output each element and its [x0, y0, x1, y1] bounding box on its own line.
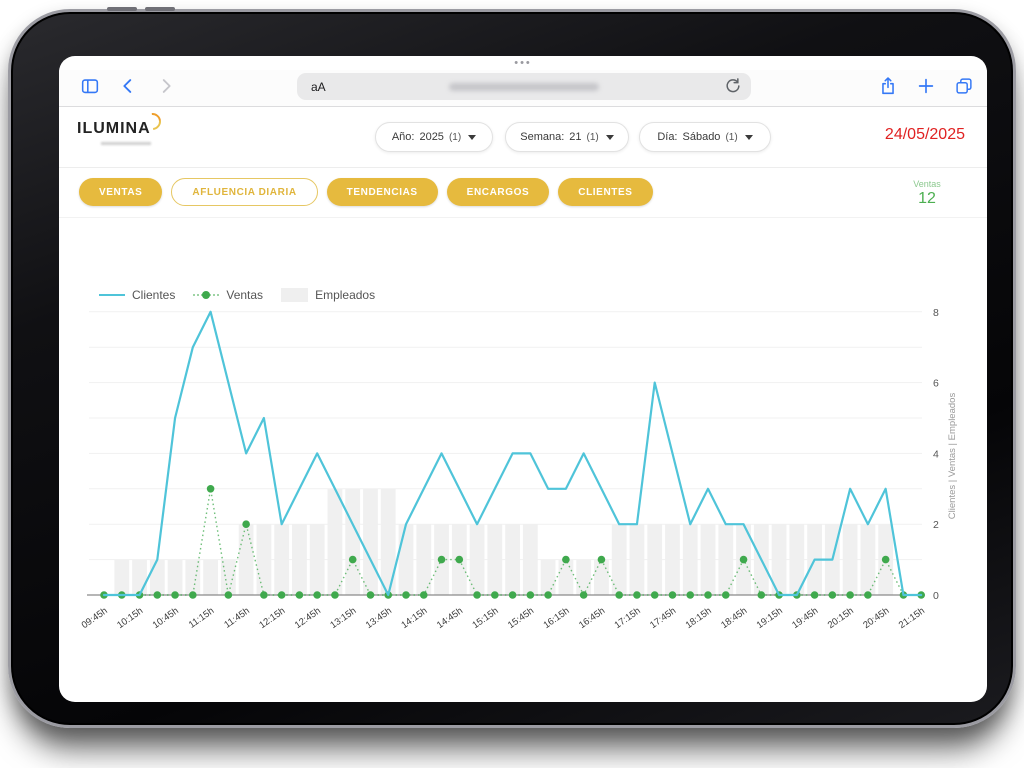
- header-divider: [59, 167, 987, 168]
- legend-empleados[interactable]: Empleados: [281, 288, 375, 302]
- year-label: Año:: [391, 131, 415, 143]
- line-swatch-icon: [99, 294, 125, 296]
- screen: ••• aA: [59, 56, 987, 702]
- svg-text:17:45h: 17:45h: [648, 605, 678, 631]
- legend-empleados-label: Empleados: [315, 288, 376, 302]
- chevron-down-icon: [468, 134, 477, 140]
- share-icon[interactable]: [877, 75, 899, 97]
- year-dropdown[interactable]: Año: 2025 (1): [375, 122, 493, 152]
- day-count: (1): [725, 131, 738, 143]
- chevron-down-icon: [605, 134, 614, 140]
- svg-text:19:15h: 19:15h: [755, 605, 785, 631]
- svg-text:16:45h: 16:45h: [577, 605, 607, 631]
- week-count: (1): [586, 131, 599, 143]
- year-value: 2025: [419, 131, 444, 143]
- chart-legend: Clientes Ventas Empleados: [99, 288, 375, 302]
- svg-text:12:45h: 12:45h: [293, 605, 323, 631]
- svg-text:8: 8: [933, 307, 939, 319]
- tab-afluencia-diaria[interactable]: AFLUENCIA DIARIA: [171, 178, 318, 206]
- ventas-kpi: Ventas 12: [895, 179, 959, 208]
- tab-tendencias[interactable]: TENDENCIAS: [326, 178, 438, 206]
- svg-text:16:15h: 16:15h: [541, 605, 571, 631]
- section-tabs: VENTAS AFLUENCIA DIARIA TENDENCIAS ENCAR…: [79, 178, 653, 206]
- tab-ventas[interactable]: VENTAS: [79, 178, 163, 206]
- chevron-down-icon: [744, 134, 753, 140]
- svg-text:13:15h: 13:15h: [328, 605, 358, 631]
- svg-text:11:45h: 11:45h: [222, 605, 252, 630]
- day-label: Día:: [657, 131, 678, 143]
- day-value: Sábado: [682, 131, 721, 143]
- blurred-url: [449, 82, 599, 91]
- ventas-kpi-value: 12: [918, 190, 936, 207]
- week-dropdown[interactable]: Semana: 21 (1): [505, 122, 629, 152]
- legend-clientes-label: Clientes: [132, 288, 176, 302]
- day-dropdown[interactable]: Día: Sábado (1): [639, 122, 771, 152]
- sidebar-icon[interactable]: [79, 75, 101, 97]
- tab-clientes[interactable]: CLIENTES: [558, 178, 653, 206]
- reload-icon[interactable]: [723, 76, 743, 96]
- page-menu-dots[interactable]: •••: [514, 57, 532, 69]
- svg-text:10:15h: 10:15h: [115, 605, 145, 631]
- week-value: 21: [569, 131, 582, 143]
- svg-text:09:45h: 09:45h: [80, 605, 110, 631]
- back-icon[interactable]: [117, 75, 139, 97]
- current-date: 24/05/2025: [884, 126, 965, 143]
- new-tab-icon[interactable]: [915, 75, 937, 97]
- volume-up-button: [107, 7, 137, 11]
- svg-text:13:45h: 13:45h: [364, 605, 394, 631]
- svg-text:17:15h: 17:15h: [613, 605, 643, 631]
- svg-text:18:15h: 18:15h: [684, 605, 714, 631]
- svg-text:15:45h: 15:45h: [506, 605, 536, 631]
- svg-text:11:15h: 11:15h: [187, 605, 217, 630]
- year-count: (1): [448, 131, 462, 143]
- ventas-kpi-label: Ventas: [913, 179, 941, 189]
- tab-encargos[interactable]: ENCARGOS: [446, 178, 550, 206]
- bar-swatch-icon: [281, 288, 309, 302]
- svg-text:21:15h: 21:15h: [897, 605, 927, 631]
- logo-text: ILUMINA: [77, 120, 151, 137]
- legend-ventas-label: Ventas: [226, 288, 264, 302]
- forward-icon[interactable]: [155, 75, 177, 97]
- svg-text:2: 2: [933, 519, 939, 531]
- svg-text:6: 6: [933, 378, 939, 390]
- svg-text:0: 0: [933, 590, 939, 602]
- svg-text:20:45h: 20:45h: [861, 605, 891, 631]
- tablet-frame: ••• aA: [8, 7, 1016, 728]
- svg-text:4: 4: [933, 448, 939, 460]
- legend-clientes[interactable]: Clientes: [99, 288, 175, 302]
- volume-down-button: [145, 7, 175, 11]
- toolbar-divider: [59, 106, 987, 107]
- svg-text:19:45h: 19:45h: [790, 605, 820, 631]
- dot-swatch-icon: [193, 291, 220, 299]
- logo-tagline: [101, 142, 151, 145]
- app-logo[interactable]: ILUMINA: [77, 109, 165, 145]
- svg-text:12:15h: 12:15h: [257, 605, 287, 631]
- chips-divider: [59, 217, 987, 218]
- svg-text:10:45h: 10:45h: [151, 605, 181, 631]
- svg-text:18:45h: 18:45h: [719, 605, 749, 631]
- svg-text:14:45h: 14:45h: [435, 605, 465, 631]
- svg-text:20:15h: 20:15h: [826, 605, 856, 631]
- address-bar[interactable]: aA: [297, 73, 751, 100]
- svg-text:Clientes | Ventas | Empleados: Clientes | Ventas | Empleados: [947, 393, 958, 520]
- legend-ventas[interactable]: Ventas: [193, 288, 263, 302]
- browser-toolbar: aA: [59, 70, 987, 106]
- tabs-icon[interactable]: [953, 75, 975, 97]
- svg-text:15:15h: 15:15h: [470, 605, 500, 631]
- chart: 0 2 4 6 8 Clientes | Ventas | Empleados 09:45h…: [80, 307, 958, 631]
- text-size-control[interactable]: aA: [311, 79, 326, 94]
- week-label: Semana:: [520, 131, 565, 143]
- svg-text:14:15h: 14:15h: [399, 605, 429, 631]
